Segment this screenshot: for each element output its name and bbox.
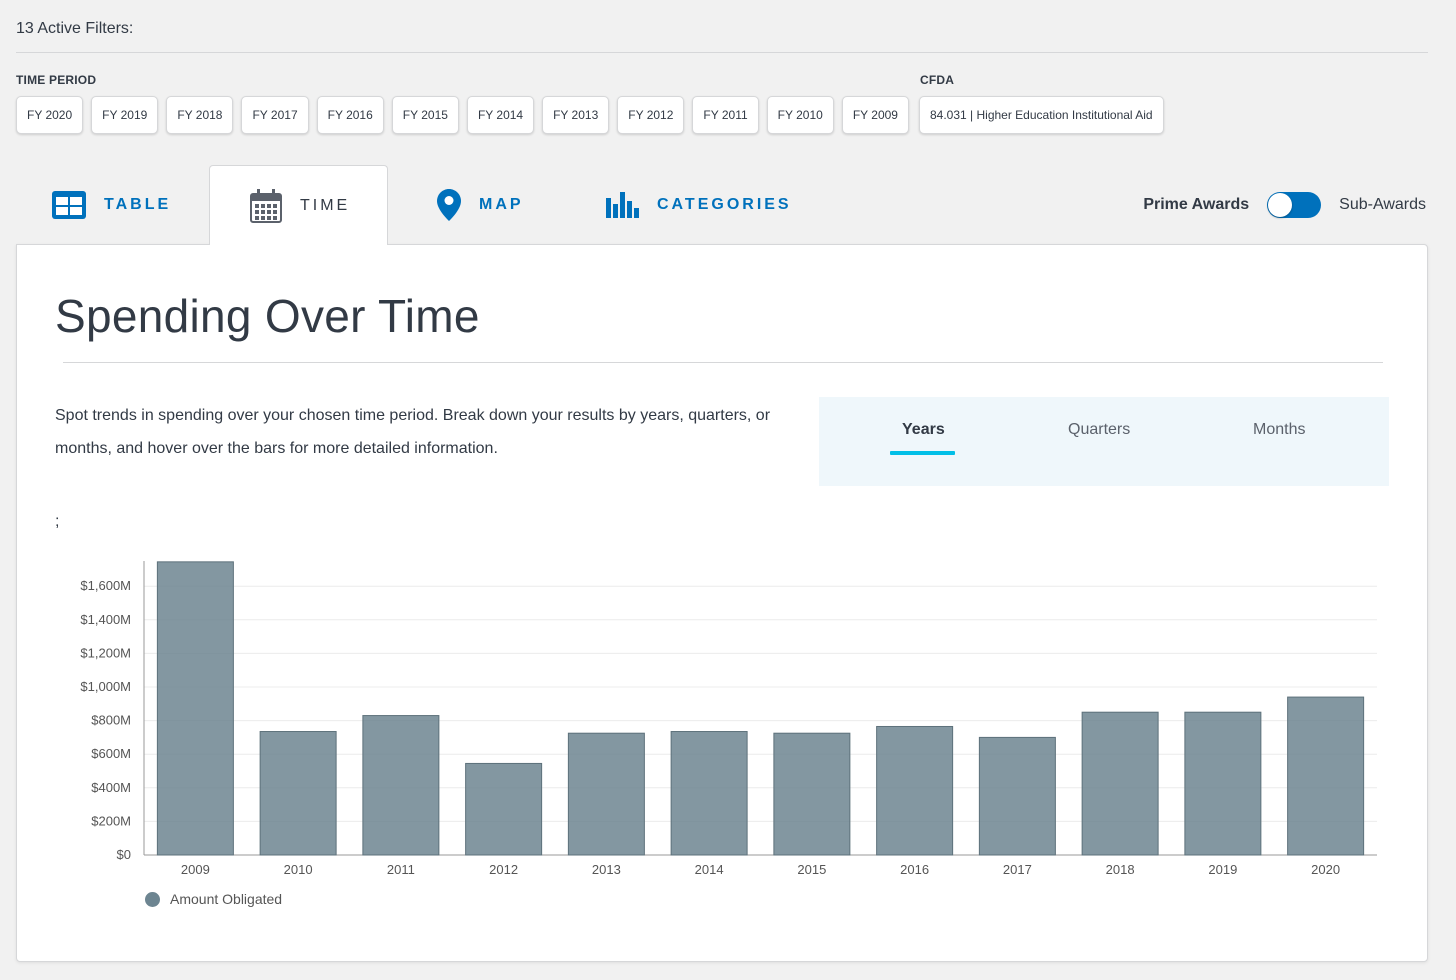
prime-awards-label[interactable]: Prime Awards xyxy=(1143,196,1250,213)
y-tick-label: $1,600M xyxy=(80,578,131,593)
y-tick-label: $0 xyxy=(117,847,131,862)
cfda-filter-chip[interactable]: 84.031 | Higher Education Institutional … xyxy=(919,96,1164,134)
legend-label: Amount Obligated xyxy=(170,891,283,907)
period-option-months[interactable]: Months xyxy=(1253,421,1306,438)
period-selected-underline xyxy=(890,451,955,455)
bar-2009[interactable] xyxy=(156,561,234,856)
chart-svg: $0 $200M $400M $600M $800M $1,000M $1,200M $1,4… xyxy=(80,561,1377,877)
x-tick-label: 2016 xyxy=(900,862,929,877)
time-period-filter-chip[interactable]: FY 2012 xyxy=(617,96,685,134)
time-period-filter-chip[interactable]: FY 2017 xyxy=(241,96,309,134)
bar-2020[interactable] xyxy=(1287,696,1365,856)
x-tick-label: 2015 xyxy=(797,862,826,877)
bar-chart-icon xyxy=(606,192,639,218)
x-tick-label: 2009 xyxy=(181,862,210,877)
period-option-quarters[interactable]: Quarters xyxy=(1068,421,1131,438)
tab-time-label: TIME xyxy=(300,196,351,214)
time-period-filter-chip[interactable]: FY 2020 xyxy=(16,96,84,134)
legend-swatch xyxy=(145,891,160,907)
filters-divider xyxy=(16,52,1428,53)
time-period-filter-chip[interactable]: FY 2019 xyxy=(91,96,159,134)
calendar-icon xyxy=(250,188,282,223)
x-tick-label: 2017 xyxy=(1003,862,1032,877)
y-tick-label: $800M xyxy=(91,713,131,728)
tab-map[interactable]: MAP xyxy=(437,166,557,244)
visualization-panel: Spending Over Time Spot trends in spendi… xyxy=(16,244,1428,962)
bar-2015[interactable] xyxy=(773,732,851,856)
bar-2013[interactable] xyxy=(567,732,645,856)
tab-categories-label: CATEGORIES xyxy=(657,196,792,213)
bar-2011[interactable] xyxy=(362,715,440,856)
x-tick-label: 2012 xyxy=(489,862,518,877)
cfda-chips: 84.031 | Higher Education Institutional … xyxy=(919,96,1164,134)
title-divider xyxy=(63,362,1383,363)
page-title: Spending Over Time xyxy=(55,290,480,342)
sub-awards-label[interactable]: Sub-Awards xyxy=(1339,196,1426,213)
tab-table[interactable]: TABLE xyxy=(52,166,210,244)
stray-text: ; xyxy=(55,513,60,530)
bar-2014[interactable] xyxy=(670,731,748,856)
y-tick-label: $400M xyxy=(91,780,131,795)
x-tick-label: 2010 xyxy=(284,862,313,877)
x-tick-label: 2014 xyxy=(695,862,724,877)
x-tick-label: 2020 xyxy=(1311,862,1340,877)
tab-time[interactable]: TIME xyxy=(209,165,388,245)
award-type-toggle[interactable] xyxy=(1267,192,1322,218)
x-tick-label: 2018 xyxy=(1106,862,1135,877)
tab-categories[interactable]: CATEGORIES xyxy=(606,166,806,244)
tab-table-label: TABLE xyxy=(104,196,172,213)
y-tick-label: $200M xyxy=(91,813,131,828)
time-period-filter-chip[interactable]: FY 2015 xyxy=(391,96,459,134)
y-tick-label: $600M xyxy=(91,746,131,761)
cfda-label: CFDA xyxy=(920,73,955,87)
bar-2018[interactable] xyxy=(1081,711,1159,856)
time-period-filter-chip[interactable]: FY 2014 xyxy=(466,96,535,134)
map-pin-icon xyxy=(437,189,461,221)
period-option-years[interactable]: Years xyxy=(902,421,945,438)
time-period-filter-chip[interactable]: FY 2009 xyxy=(841,96,909,134)
bar-2016[interactable] xyxy=(876,725,954,856)
award-type-switch: Prime Awards Sub-Awards xyxy=(1143,192,1426,218)
x-tick-label: 2019 xyxy=(1208,862,1237,877)
y-tick-label: $1,200M xyxy=(80,645,131,660)
chart-legend: Amount Obligated xyxy=(145,891,282,907)
bar-2017[interactable] xyxy=(978,736,1056,856)
time-period-label: TIME PERIOD xyxy=(16,73,97,87)
time-period-filter-chip[interactable]: FY 2013 xyxy=(542,96,610,134)
spending-chart: $0 $200M $400M $600M $800M $1,000M $1,200M $1,4… xyxy=(17,245,1429,963)
x-tick-label: 2013 xyxy=(592,862,621,877)
time-period-filter-chip[interactable]: FY 2018 xyxy=(166,96,234,134)
toggle-knob xyxy=(1268,193,1293,217)
y-tick-label: $1,000M xyxy=(80,679,131,694)
period-selector: Years Quarters Months xyxy=(819,397,1389,486)
bar-2019[interactable] xyxy=(1184,711,1262,856)
time-period-filter-chip[interactable]: FY 2010 xyxy=(766,96,834,134)
tab-map-label: MAP xyxy=(479,196,524,213)
time-period-filter-chip[interactable]: FY 2011 xyxy=(692,96,759,134)
panel-description: Spot trends in spending over your chosen… xyxy=(55,407,771,457)
x-tick-label: 2011 xyxy=(387,862,415,877)
time-period-filter-chip[interactable]: FY 2016 xyxy=(316,96,384,134)
table-icon xyxy=(52,191,86,219)
filters-title: 13 Active Filters: xyxy=(16,20,134,37)
bar-2010[interactable] xyxy=(259,731,337,856)
y-tick-label: $1,400M xyxy=(80,612,131,627)
bar-2012[interactable] xyxy=(465,762,543,856)
time-period-chips: FY 2020 FY 2019 FY 2018 FY 2017 FY 2016 FY 20… xyxy=(16,96,909,134)
